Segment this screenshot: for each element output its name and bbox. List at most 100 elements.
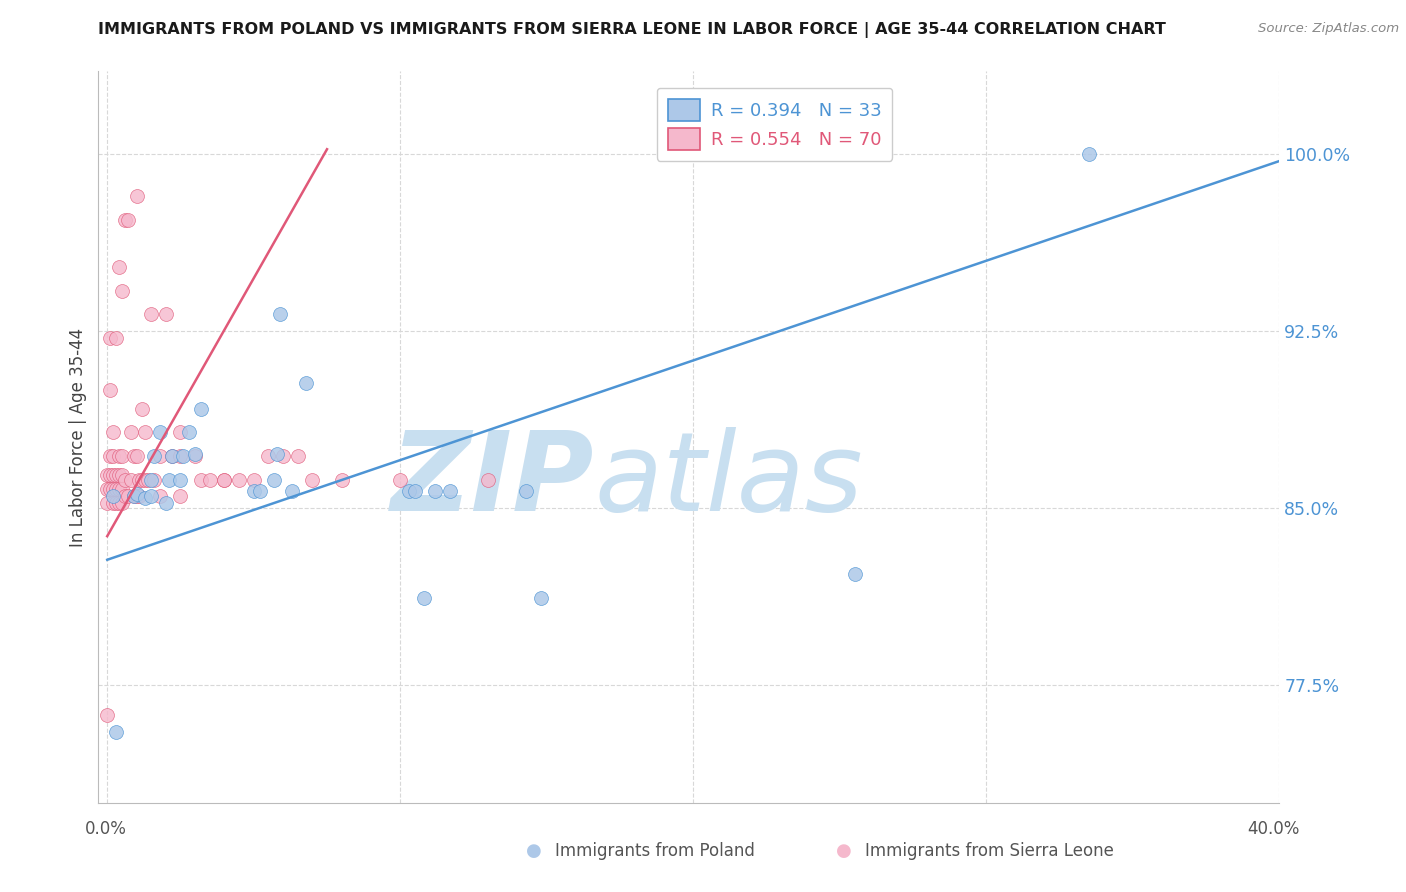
Point [108, 496, 131, 510]
Point [242, 484, 264, 499]
Text: ZIP: ZIP [391, 427, 595, 534]
Point [412, 591, 434, 605]
Point [257, 449, 280, 463]
Point [134, 425, 156, 440]
Point [111, 482, 134, 496]
Point [105, 331, 128, 345]
Point [125, 189, 148, 203]
Text: 0.0%: 0.0% [84, 820, 127, 838]
Point [111, 284, 134, 298]
Point [184, 449, 207, 463]
Point [141, 489, 163, 503]
Point [98, 482, 121, 496]
Legend: R = 0.394   N = 33, R = 0.554   N = 70: R = 0.394 N = 33, R = 0.554 N = 70 [657, 87, 893, 161]
Point [125, 486, 148, 500]
Point [131, 401, 153, 416]
Point [169, 425, 191, 440]
Point [301, 473, 323, 487]
Point [101, 496, 124, 510]
Point [266, 447, 288, 461]
Point [242, 473, 264, 487]
Point [96, 708, 118, 723]
Point [131, 473, 153, 487]
Y-axis label: In Labor Force | Age 35-44: In Labor Force | Age 35-44 [69, 327, 87, 547]
Text: Source: ZipAtlas.com: Source: ZipAtlas.com [1258, 22, 1399, 36]
Point [190, 401, 212, 416]
Text: 40.0%: 40.0% [1247, 820, 1301, 838]
Point [263, 473, 285, 487]
Point [122, 449, 145, 463]
Point [477, 473, 499, 487]
Point [134, 473, 156, 487]
Text: ●: ● [526, 842, 543, 860]
Point [330, 473, 353, 487]
Point [105, 467, 128, 482]
Point [249, 484, 271, 499]
Point [155, 496, 177, 510]
Point [141, 307, 163, 321]
Point [295, 376, 318, 390]
Point [125, 449, 148, 463]
Point [155, 307, 177, 321]
Text: IMMIGRANTS FROM POLAND VS IMMIGRANTS FROM SIERRA LEONE IN LABOR FORCE | AGE 35-4: IMMIGRANTS FROM POLAND VS IMMIGRANTS FRO… [98, 22, 1167, 38]
Point [128, 489, 150, 503]
Point [157, 473, 180, 487]
Point [111, 449, 134, 463]
Point [287, 449, 309, 463]
Point [117, 489, 139, 503]
Point [101, 489, 124, 503]
Point [160, 449, 183, 463]
Point [108, 260, 131, 275]
Point [269, 307, 291, 321]
Point [169, 489, 191, 503]
Point [125, 489, 148, 503]
Point [149, 489, 172, 503]
Point [98, 449, 121, 463]
Point [398, 484, 420, 499]
Point [120, 425, 142, 440]
Point [101, 449, 124, 463]
Text: Immigrants from Poland: Immigrants from Poland [555, 842, 755, 860]
Point [404, 484, 426, 499]
Point [389, 473, 412, 487]
Point [117, 213, 139, 227]
Point [184, 447, 207, 461]
Point [101, 425, 124, 440]
Point [214, 473, 236, 487]
Point [143, 449, 166, 463]
Point [169, 449, 191, 463]
Point [136, 473, 159, 487]
Point [1078, 147, 1101, 161]
Point [122, 489, 145, 503]
Point [101, 482, 124, 496]
Point [98, 383, 121, 397]
Point [190, 473, 212, 487]
Point [114, 473, 136, 487]
Point [105, 482, 128, 496]
Point [134, 491, 156, 506]
Point [141, 473, 163, 487]
Point [149, 449, 172, 463]
Point [844, 566, 866, 581]
Point [198, 473, 221, 487]
Point [172, 449, 194, 463]
Text: atlas: atlas [595, 427, 863, 534]
Point [98, 467, 121, 482]
Point [96, 467, 118, 482]
Point [108, 482, 131, 496]
Point [108, 467, 131, 482]
Point [122, 489, 145, 503]
Point [281, 484, 304, 499]
Point [101, 467, 124, 482]
Point [120, 473, 142, 487]
Point [114, 213, 136, 227]
Point [214, 473, 236, 487]
Text: Immigrants from Sierra Leone: Immigrants from Sierra Leone [865, 842, 1114, 860]
Text: ●: ● [835, 842, 852, 860]
Point [425, 484, 447, 499]
Point [149, 425, 172, 440]
Point [114, 489, 136, 503]
Point [105, 496, 128, 510]
Point [111, 496, 134, 510]
Point [143, 473, 166, 487]
